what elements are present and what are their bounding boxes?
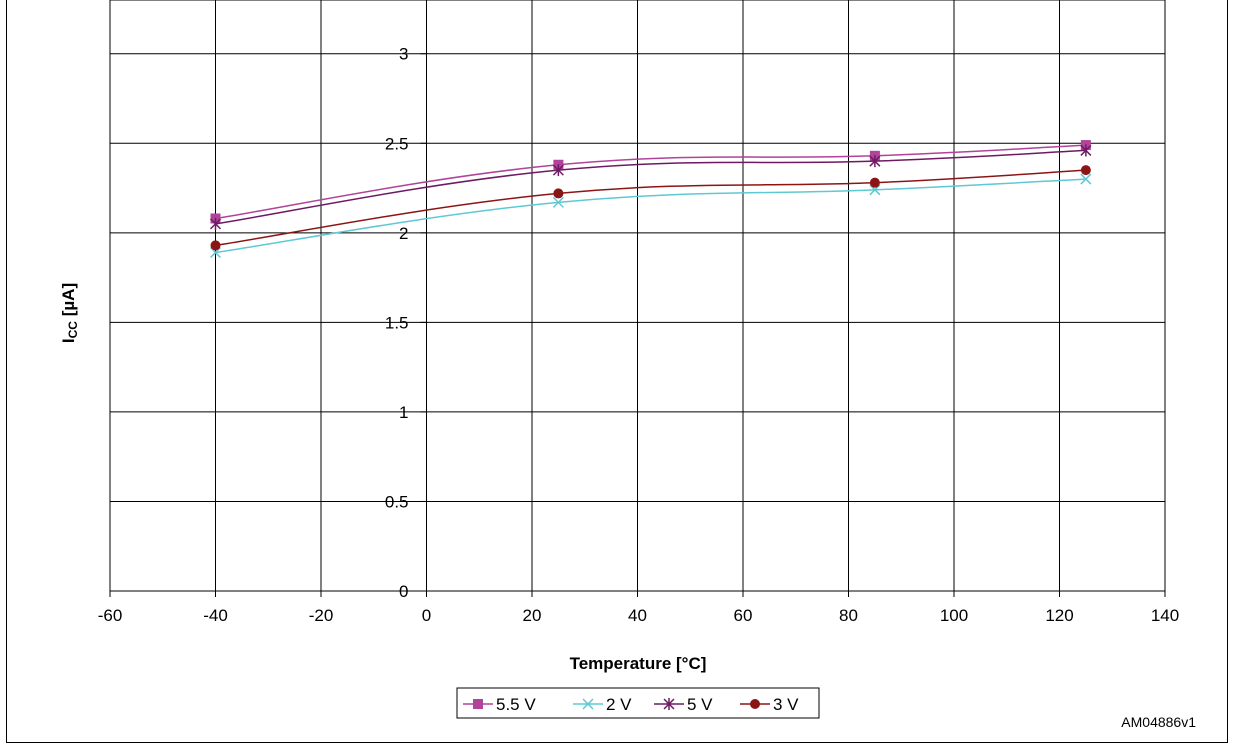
series-line-5-v [215,149,1086,225]
y-tick-label: 2 [399,224,408,243]
y-tick-label: 1 [399,403,408,422]
legend-label: 5 V [687,695,713,714]
x-tick-label: 60 [734,606,753,625]
x-tick-label: -20 [309,606,334,625]
data-point-3-v [210,240,221,251]
y-tick-label: 3 [399,45,408,64]
legend-label: 2 V [606,695,632,714]
y-tick-label: 0.5 [385,492,409,511]
y-axis-title: ICC [µA] [59,283,80,343]
document-id: AM04886v1 [1121,714,1196,730]
x-tick-label: -40 [203,606,228,625]
chart-frame [6,0,1228,743]
legend-label: 5.5 V [496,695,536,714]
legend: 5.5 V 2 V 5 V 3 V [456,687,820,719]
legend-swatch-marker [582,698,594,710]
legend-label: 3 V [773,695,799,714]
series-line-5-5-v [215,144,1086,220]
x-tick-label: 140 [1151,606,1179,625]
legend-item-5-5-v: 5.5 V [463,695,536,714]
legend-swatch-marker [473,699,483,709]
data-point-3-v [1080,165,1091,176]
data-point-2-v [869,184,881,196]
x-tick-label: 120 [1045,606,1073,625]
series-2-v [209,173,1092,259]
x-tick-label: 20 [523,606,542,625]
x-tick-label: 100 [940,606,968,625]
y-axis-ticks: 0 0.5 1 1.5 2 2.5 3 [385,45,427,601]
y-tick-label: 1.5 [385,313,409,332]
data-point-5-v [869,155,881,168]
y-axis-title-sub: CC [66,321,80,339]
legend-items: 5.5 V 2 V 5 V 3 V [463,695,799,714]
data-point-5-v [209,217,222,230]
data-point-5-v [552,164,564,177]
legend-item-3-v: 3 V [740,695,799,714]
series-line-2-v [215,178,1086,254]
y-axis-title-unit: [µA] [59,283,78,321]
data-point-5-v [1080,144,1092,157]
y-tick-label: 2.5 [385,134,409,153]
x-axis-title: Temperature [°C] [570,654,707,673]
series-3-v [210,165,1091,251]
y-tick-label: 0 [399,582,408,601]
data-point-2-v [552,196,564,208]
data-point-3-v [553,188,564,199]
x-axis-ticks: -60 -40 -20 0 20 40 60 80 100 120 140 [98,591,1179,625]
x-tick-label: -60 [98,606,123,625]
grid [109,0,1166,592]
data-point-3-v [869,177,880,188]
data-point-2-v [209,246,222,259]
x-tick-label: 0 [422,606,431,625]
legend-item-5-v: 5 V [654,695,713,714]
series [209,140,1092,259]
x-tick-label: 40 [628,606,647,625]
series-5-5-v [210,140,1091,224]
legend-swatch-marker [663,698,675,710]
series-line-3-v [215,169,1086,247]
legend-swatch-marker [750,699,760,709]
data-point-2-v [1080,173,1092,185]
x-tick-label: 80 [839,606,858,625]
legend-item-2-v: 2 V [573,695,632,714]
series-5-v [209,144,1092,230]
y-axis-title-main: I [59,338,78,343]
